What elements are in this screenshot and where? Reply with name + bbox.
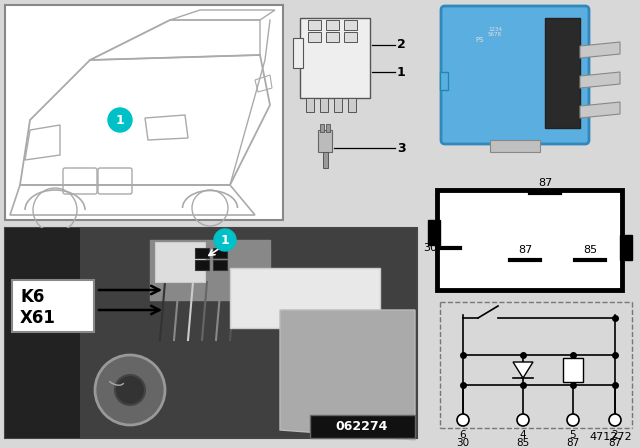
- Bar: [344, 20, 357, 30]
- Bar: [5, 5, 283, 220]
- Bar: [306, 98, 314, 112]
- Bar: [348, 98, 356, 112]
- Text: 2: 2: [397, 39, 406, 52]
- Text: 87: 87: [566, 438, 580, 448]
- Circle shape: [457, 414, 469, 426]
- Bar: [323, 152, 328, 168]
- Polygon shape: [280, 310, 415, 440]
- Text: 87: 87: [518, 245, 532, 255]
- Text: PS: PS: [476, 37, 484, 43]
- Text: 1: 1: [116, 113, 124, 126]
- Bar: [5, 228, 80, 438]
- Bar: [545, 18, 580, 128]
- Text: 87: 87: [609, 438, 621, 448]
- Bar: [344, 32, 357, 42]
- Bar: [308, 32, 321, 42]
- Polygon shape: [513, 362, 533, 378]
- Bar: [326, 20, 339, 30]
- Circle shape: [609, 414, 621, 426]
- Bar: [195, 248, 209, 258]
- Bar: [230, 268, 380, 328]
- Circle shape: [214, 229, 236, 251]
- FancyBboxPatch shape: [441, 6, 589, 144]
- Bar: [318, 130, 332, 152]
- Bar: [308, 20, 321, 30]
- Bar: [5, 228, 417, 438]
- Text: 062274: 062274: [336, 421, 388, 434]
- Bar: [150, 240, 270, 300]
- Text: 5: 5: [570, 430, 576, 440]
- Circle shape: [517, 414, 529, 426]
- Text: 87: 87: [538, 178, 552, 188]
- Text: 30: 30: [456, 438, 470, 448]
- Text: K6: K6: [20, 288, 44, 306]
- Bar: [213, 260, 227, 270]
- Polygon shape: [580, 42, 620, 58]
- Bar: [310, 415, 415, 438]
- Polygon shape: [580, 72, 620, 88]
- Text: 3: 3: [397, 142, 406, 155]
- Polygon shape: [490, 140, 540, 152]
- Text: 471272: 471272: [589, 432, 632, 442]
- Text: 30: 30: [423, 243, 437, 253]
- Bar: [440, 72, 448, 90]
- Bar: [437, 190, 622, 290]
- Circle shape: [567, 414, 579, 426]
- Bar: [155, 242, 205, 282]
- Bar: [12, 280, 94, 332]
- Bar: [326, 124, 330, 132]
- Circle shape: [108, 108, 132, 132]
- Text: 1234
5678: 1234 5678: [488, 26, 502, 37]
- Bar: [195, 260, 209, 270]
- Text: 2: 2: [612, 430, 618, 440]
- Bar: [293, 38, 303, 68]
- Text: 1: 1: [397, 65, 406, 78]
- Bar: [326, 32, 339, 42]
- Bar: [334, 98, 342, 112]
- Text: 85: 85: [516, 438, 530, 448]
- Bar: [563, 358, 583, 382]
- Circle shape: [95, 355, 165, 425]
- Text: X61: X61: [20, 309, 56, 327]
- Bar: [428, 220, 440, 245]
- Text: 6: 6: [460, 430, 467, 440]
- Bar: [320, 98, 328, 112]
- Bar: [620, 235, 632, 260]
- Bar: [300, 18, 370, 98]
- Text: 4: 4: [520, 430, 526, 440]
- Text: 85: 85: [583, 245, 597, 255]
- Polygon shape: [580, 102, 620, 118]
- Bar: [213, 248, 227, 258]
- Bar: [320, 124, 324, 132]
- Text: 1: 1: [221, 233, 229, 246]
- Circle shape: [115, 375, 145, 405]
